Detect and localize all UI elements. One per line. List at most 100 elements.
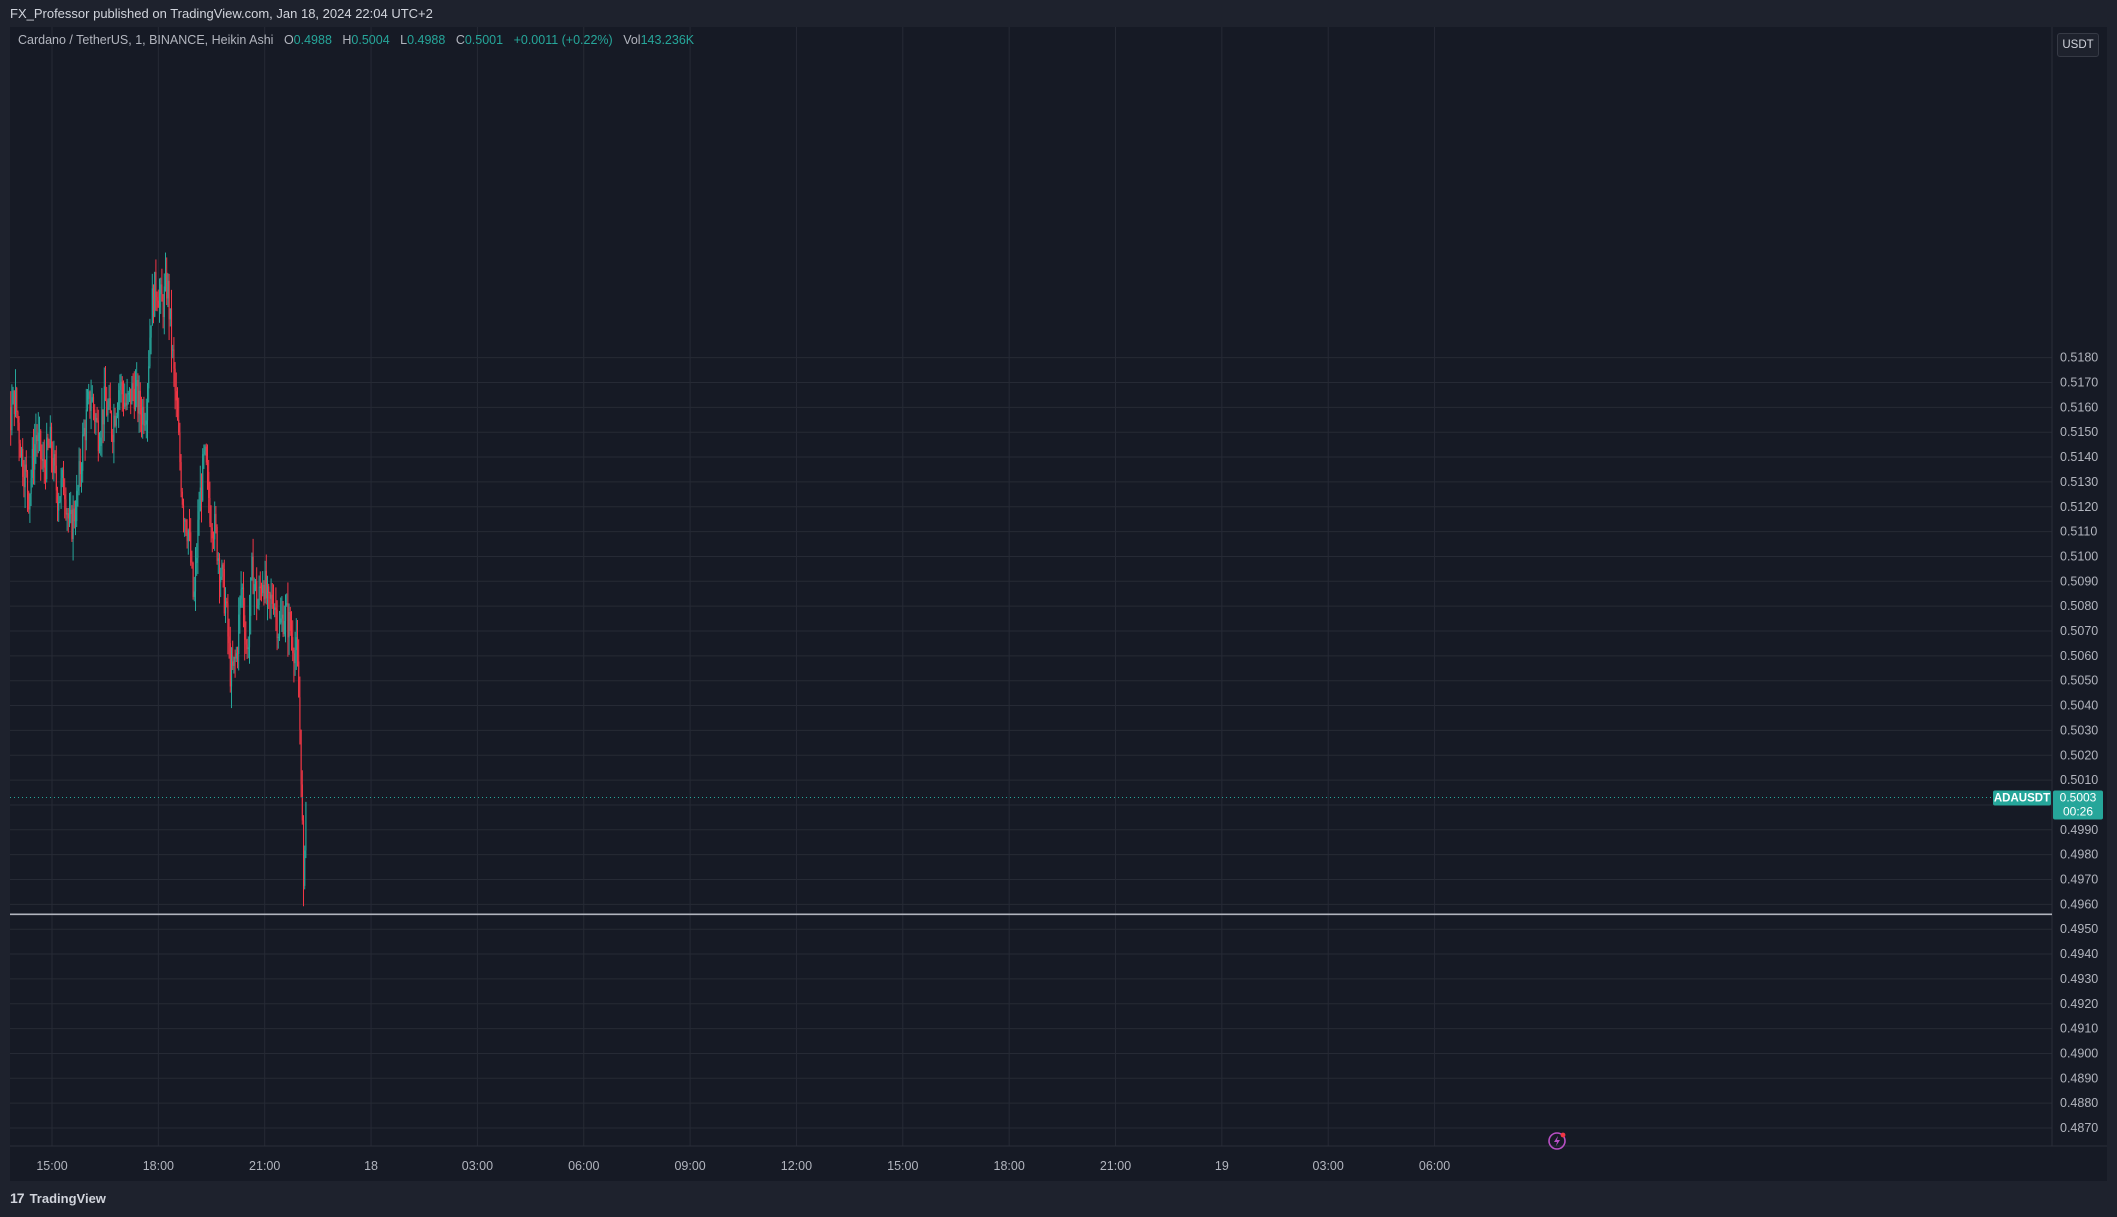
candle-body: [98, 446, 101, 452]
candle-body: [179, 432, 181, 463]
candle-body: [137, 380, 139, 414]
candle-body: [112, 434, 114, 443]
candle-body: [206, 462, 209, 472]
candle-body: [77, 487, 79, 491]
close-label: C: [455, 33, 465, 47]
countdown-text: 00:26: [2063, 804, 2093, 818]
candle-body: [76, 490, 78, 521]
candle-body: [37, 432, 39, 442]
candle-body: [265, 570, 267, 599]
candle-body: [298, 661, 300, 698]
published-text: FX_Professor published on TradingView.co…: [10, 6, 433, 21]
candle-body: [218, 558, 221, 583]
candle-body: [148, 366, 150, 389]
candle-body: [188, 530, 191, 533]
candle-body: [54, 454, 56, 466]
y-tick-label: 0.5060: [2060, 649, 2098, 663]
y-tick-label: 0.5110: [2060, 525, 2097, 539]
candle-body: [56, 490, 59, 511]
candle-body: [121, 381, 123, 395]
candle-body: [128, 388, 131, 394]
y-tick-label: 0.4990: [2060, 823, 2098, 837]
y-tick-label: 0.4900: [2060, 1046, 2098, 1060]
alert-lightning-icon[interactable]: [1548, 1132, 1566, 1150]
symbol-legend: Cardano / TetherUS, 1, BINANCE, Heikin A…: [18, 33, 694, 47]
candle-body: [161, 284, 163, 302]
candle-body: [52, 457, 54, 473]
tradingview-logo[interactable]: 17 TradingView: [10, 1190, 106, 1206]
y-tick-label: 0.5020: [2060, 748, 2098, 762]
candle-body: [30, 478, 32, 494]
candle-body: [227, 603, 229, 637]
candle-body: [90, 401, 92, 411]
candle-body: [16, 388, 18, 412]
candle-body: [244, 615, 246, 640]
candle-body: [282, 614, 284, 635]
candle-body: [194, 563, 197, 592]
candle-body: [36, 435, 38, 442]
candle-body: [80, 470, 83, 475]
candle-body: [62, 469, 65, 495]
candle-body: [210, 523, 212, 528]
candle-body: [253, 584, 255, 594]
candle-body: [64, 494, 66, 500]
candle-body: [238, 614, 240, 654]
currency-unit-button[interactable]: USDT: [2057, 33, 2099, 57]
candle-body: [22, 448, 24, 477]
candle-body: [26, 471, 29, 493]
candle-body: [304, 850, 306, 886]
candle-body: [132, 383, 134, 389]
low-value: 0.4988: [407, 33, 446, 47]
candle-body: [119, 385, 121, 391]
candle-body: [259, 586, 261, 589]
candle-body: [203, 450, 205, 455]
candle-body: [233, 657, 235, 666]
candle-body: [275, 607, 277, 610]
candle-body: [13, 390, 15, 415]
candle-body: [118, 390, 120, 410]
candle-body: [97, 420, 99, 452]
candle-body: [234, 657, 236, 659]
candle-body: [151, 288, 153, 326]
x-tick-label: 15:00: [36, 1159, 67, 1173]
candle-body: [239, 598, 241, 615]
close-value: 0.5001: [464, 33, 504, 47]
candle-body: [254, 581, 257, 585]
candle-body: [178, 419, 180, 433]
y-tick-label: 0.4920: [2060, 997, 2098, 1011]
candle-body: [40, 430, 42, 459]
chart-area[interactable]: 0.4870 0.4880 0.4890 0.4900 0.4910 0.4920 0.49…: [10, 27, 2107, 1181]
candle-body: [104, 386, 107, 401]
candle-body: [103, 386, 105, 425]
candle-body: [131, 383, 133, 405]
y-tick-label: 0.5150: [2060, 425, 2098, 439]
current-price-tag: [2053, 790, 2103, 820]
candle-body: [152, 288, 155, 317]
x-tick-label: 21:00: [249, 1159, 280, 1173]
symbol-description: Cardano / TetherUS, 1, BINANCE, Heikin A…: [18, 33, 274, 47]
candle-body: [67, 513, 69, 519]
y-tick-label: 0.5040: [2060, 699, 2098, 713]
candle-body: [145, 420, 147, 425]
price-chart[interactable]: 0.4870 0.4880 0.4890 0.4900 0.4910 0.4920 0.49…: [10, 27, 2107, 1181]
candle-body: [180, 462, 182, 492]
candle-body: [133, 388, 135, 410]
candle-body: [241, 587, 243, 590]
candle-body: [221, 564, 223, 577]
candle-body: [268, 586, 270, 594]
candle-body: [89, 391, 91, 411]
candle-body: [290, 630, 293, 638]
candle-body: [232, 661, 234, 666]
candle-body: [41, 458, 43, 461]
open-value: 0.4988: [293, 33, 332, 47]
y-tick-label: 0.5170: [2060, 376, 2098, 390]
candle-body: [134, 386, 137, 410]
candle-body: [264, 570, 266, 600]
candle-body: [107, 406, 109, 416]
candle-body: [301, 784, 303, 821]
candle-body: [246, 644, 248, 650]
candle-body: [142, 406, 144, 425]
candle-body: [245, 639, 247, 645]
candle-body: [10, 406, 12, 431]
y-tick-label: 0.5090: [2060, 574, 2098, 588]
